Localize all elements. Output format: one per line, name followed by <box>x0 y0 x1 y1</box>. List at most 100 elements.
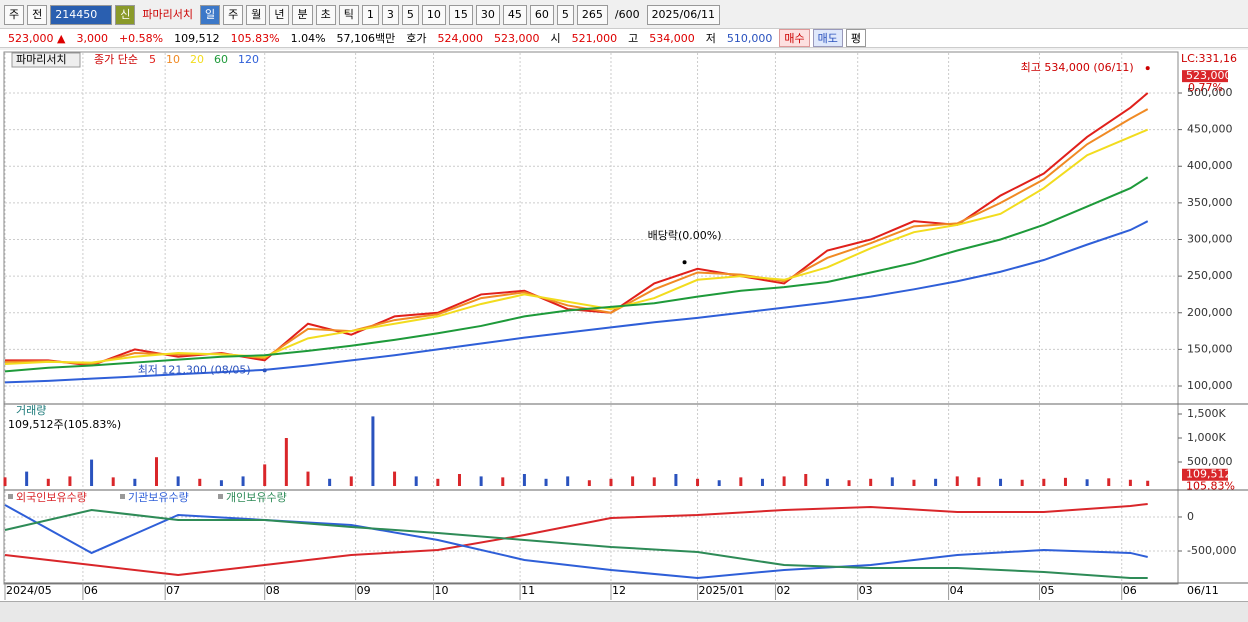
toolbar-button[interactable]: 10 <box>421 5 446 25</box>
legend-title: 종가 단순 <box>94 53 138 66</box>
annotation: 최저 121,300 (08/05) <box>138 363 251 376</box>
quote-field: 523,000 ▲ <box>8 31 66 45</box>
x-tick-label: 02 <box>776 584 790 597</box>
volume-tag: 109,512 <box>1186 468 1232 481</box>
volume-bar <box>739 477 743 486</box>
quote-field: 510,000 <box>726 31 773 45</box>
toolbar-button[interactable]: 265 <box>576 5 608 25</box>
series-line <box>4 128 1149 366</box>
legend-entry: 10 <box>166 53 180 66</box>
volume-tag-bg <box>1182 468 1228 481</box>
volume-bar <box>955 476 959 486</box>
legend-entry: 60 <box>214 53 228 66</box>
volume-bar <box>154 457 158 486</box>
y-tick-label: 450,000 <box>1187 123 1233 136</box>
volume-bar <box>1146 480 1150 486</box>
legend-entry: 20 <box>190 53 204 66</box>
panel-title: 거래량 <box>16 404 46 417</box>
toolbar-button[interactable]: 주 <box>4 5 25 25</box>
toolbar-button[interactable]: 15 <box>448 5 473 25</box>
series-line <box>4 502 1148 577</box>
series-line <box>4 220 1149 384</box>
scrollbar[interactable] <box>0 601 1248 622</box>
volume-bar <box>847 480 851 486</box>
volume-bar <box>674 474 678 486</box>
volume-bar <box>436 478 440 486</box>
x-tick-label: 06 <box>84 584 98 597</box>
volume-bar <box>479 476 483 486</box>
toolbar-button[interactable]: 전 <box>27 5 48 25</box>
price-tag-bg <box>1182 70 1228 83</box>
panel-subtitle: 109,512주(105.83%) <box>8 418 121 431</box>
x-tick-label: 06 <box>1123 584 1137 597</box>
toolbar-button[interactable]: 5 <box>401 5 419 25</box>
toolbar-button[interactable]: /600 <box>614 8 640 21</box>
y-tick-label: 400,000 <box>1187 159 1233 172</box>
panel-title-box <box>11 52 81 68</box>
volume-bar <box>522 474 526 486</box>
quote-field: 57,106백만 <box>336 32 396 45</box>
right-label: 0.77% <box>1188 81 1223 94</box>
x-tick-label: 12 <box>612 584 626 597</box>
quote-field: 523,000 <box>494 31 540 45</box>
volume-bar <box>760 478 764 486</box>
volume-bar <box>825 478 829 486</box>
volume-bar <box>328 478 332 486</box>
quote-field: 534,000 <box>649 31 695 45</box>
toolbar-button[interactable]: 파마리서치 <box>142 8 193 21</box>
volume-bar <box>566 476 570 486</box>
volume-bar <box>263 464 267 486</box>
toolbar-button[interactable]: 분 <box>292 5 313 25</box>
quote-field: 저 <box>705 32 716 45</box>
y-tick-label: 1,500K <box>1187 407 1226 420</box>
toolbar: 주 전 214450 신 파마리서치 일 주 월 년 분 초 틱 1 3 5 10 15 30 45 60 5 265/6… <box>0 3 1248 27</box>
toolbar-button[interactable]: 일 <box>199 5 221 25</box>
toolbar-button[interactable]: 년 <box>269 5 290 25</box>
x-tick-label: 08 <box>266 584 280 597</box>
quote-field: 고 <box>628 32 639 45</box>
toolbar-button[interactable]: 틱 <box>338 5 359 25</box>
legend-entry: 120 <box>238 53 259 66</box>
chart: 100,000 150,000 200,000 250,000 300,000 350,0… <box>0 50 1248 601</box>
toolbar-button[interactable]: 초 <box>315 5 336 25</box>
volume-bar <box>501 477 505 486</box>
quote-field: 521,000 <box>571 31 618 45</box>
annotation: 최고 534,000 (06/11) <box>1021 61 1134 74</box>
y-tick-label: 350,000 <box>1187 196 1233 209</box>
x-tick-label: 09 <box>357 584 371 597</box>
volume-bar <box>284 438 288 486</box>
series-line <box>4 504 1148 579</box>
toolbar-button[interactable]: 30 <box>475 5 500 25</box>
legend-entry: 기관보유수량 <box>128 491 189 504</box>
volume-bar <box>3 477 7 486</box>
toolbar-button[interactable]: 214450 <box>50 5 113 25</box>
toolbar-button[interactable]: 5 <box>556 5 574 25</box>
panel-title: 파마리서치 <box>16 53 67 66</box>
toolbar-button[interactable]: 1 <box>361 5 379 25</box>
toolbar-button[interactable]: 신 <box>115 5 136 25</box>
quote-field[interactable]: 매수 <box>779 29 810 47</box>
volume-bar <box>349 476 353 486</box>
y-tick-label: 200,000 <box>1187 306 1233 319</box>
volume-bar <box>176 476 180 486</box>
volume-bar <box>631 476 635 486</box>
toolbar-button[interactable]: 60 <box>529 5 554 25</box>
plot-frame <box>3 51 1179 585</box>
x-tick-label: 2025/01 <box>699 584 745 597</box>
toolbar-button[interactable]: 주 <box>223 5 244 25</box>
quote-field[interactable]: 평 <box>845 29 867 47</box>
volume-bar <box>90 459 94 486</box>
volume-bar <box>414 476 418 486</box>
volume-bar <box>371 416 375 486</box>
x-tick-label: 07 <box>166 584 180 597</box>
annotation: 배당락(0.00%) <box>648 229 722 242</box>
toolbar-button[interactable]: 3 <box>381 5 399 25</box>
x-tick-label: 11 <box>521 584 535 597</box>
volume-bar <box>869 478 873 486</box>
volume-bar <box>652 477 656 486</box>
quote-bar: 523,000 ▲ 3,000 +0.58% 109,512 105.83% 1.04% 5… <box>0 28 1248 48</box>
toolbar-button[interactable]: 월 <box>246 5 267 25</box>
toolbar-button[interactable]: 2025/06/11 <box>646 5 720 25</box>
quote-field[interactable]: 매도 <box>812 29 843 47</box>
toolbar-button[interactable]: 45 <box>502 5 527 25</box>
